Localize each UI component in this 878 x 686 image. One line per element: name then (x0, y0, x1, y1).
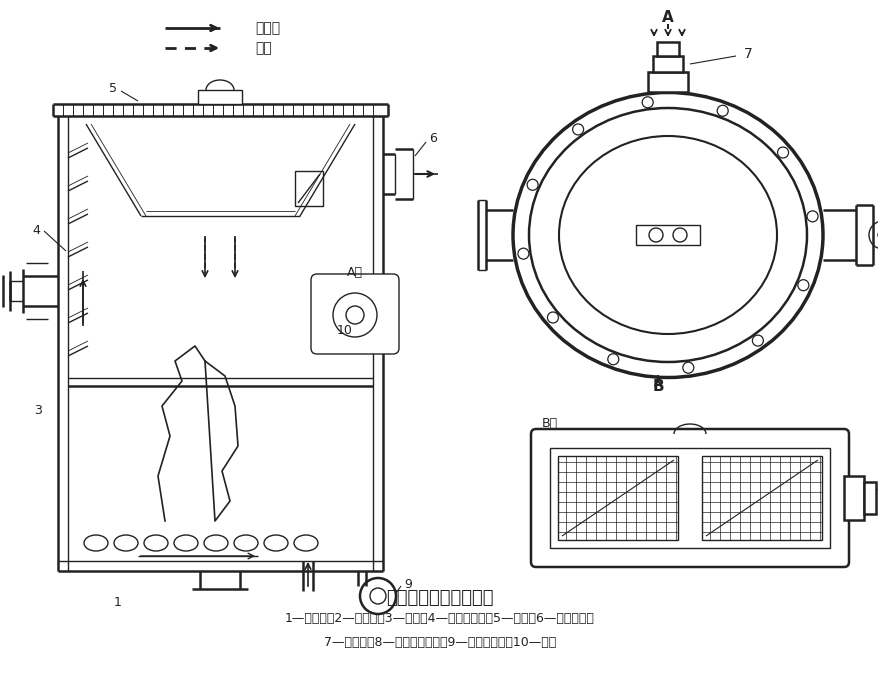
Text: 1—出灰口；2—加煤口；3—炉体；4—螺旋导风板；5—炉盖；6—热风出口；: 1—出灰口；2—加煤口；3—炉体；4—螺旋导风板；5—炉盖；6—热风出口； (284, 611, 594, 624)
Bar (550, 448, 829, 548)
Bar (652, 56, 682, 72)
Bar (863, 482, 875, 514)
Bar (558, 456, 677, 540)
Text: 7: 7 (743, 47, 752, 61)
Bar (702, 456, 821, 540)
Text: 6: 6 (428, 132, 436, 145)
Text: 1: 1 (114, 597, 122, 609)
FancyBboxPatch shape (311, 274, 399, 354)
Text: 立式无管式热风炉结构: 立式无管式热风炉结构 (385, 589, 493, 607)
Text: B向: B向 (542, 418, 558, 431)
Bar (295, 171, 322, 206)
FancyBboxPatch shape (530, 429, 848, 567)
Text: 10: 10 (336, 324, 353, 338)
Text: A向: A向 (347, 266, 363, 279)
Bar (656, 42, 678, 56)
Text: B: B (651, 379, 663, 394)
Bar (636, 225, 699, 245)
Text: 5: 5 (109, 82, 117, 95)
Text: 热空气: 热空气 (255, 21, 280, 35)
Text: 4: 4 (32, 224, 40, 237)
Bar (647, 72, 687, 92)
Text: A: A (661, 10, 673, 25)
Text: 7—排烟口；8—外界空气进口；9—助燃小风机；10—助片: 7—排烟口；8—外界空气进口；9—助燃小风机；10—助片 (323, 635, 556, 648)
Text: 3: 3 (34, 405, 42, 418)
Text: 9: 9 (404, 578, 412, 591)
Bar (198, 90, 241, 104)
Bar (843, 476, 863, 520)
Text: 烟气: 烟气 (255, 41, 271, 55)
